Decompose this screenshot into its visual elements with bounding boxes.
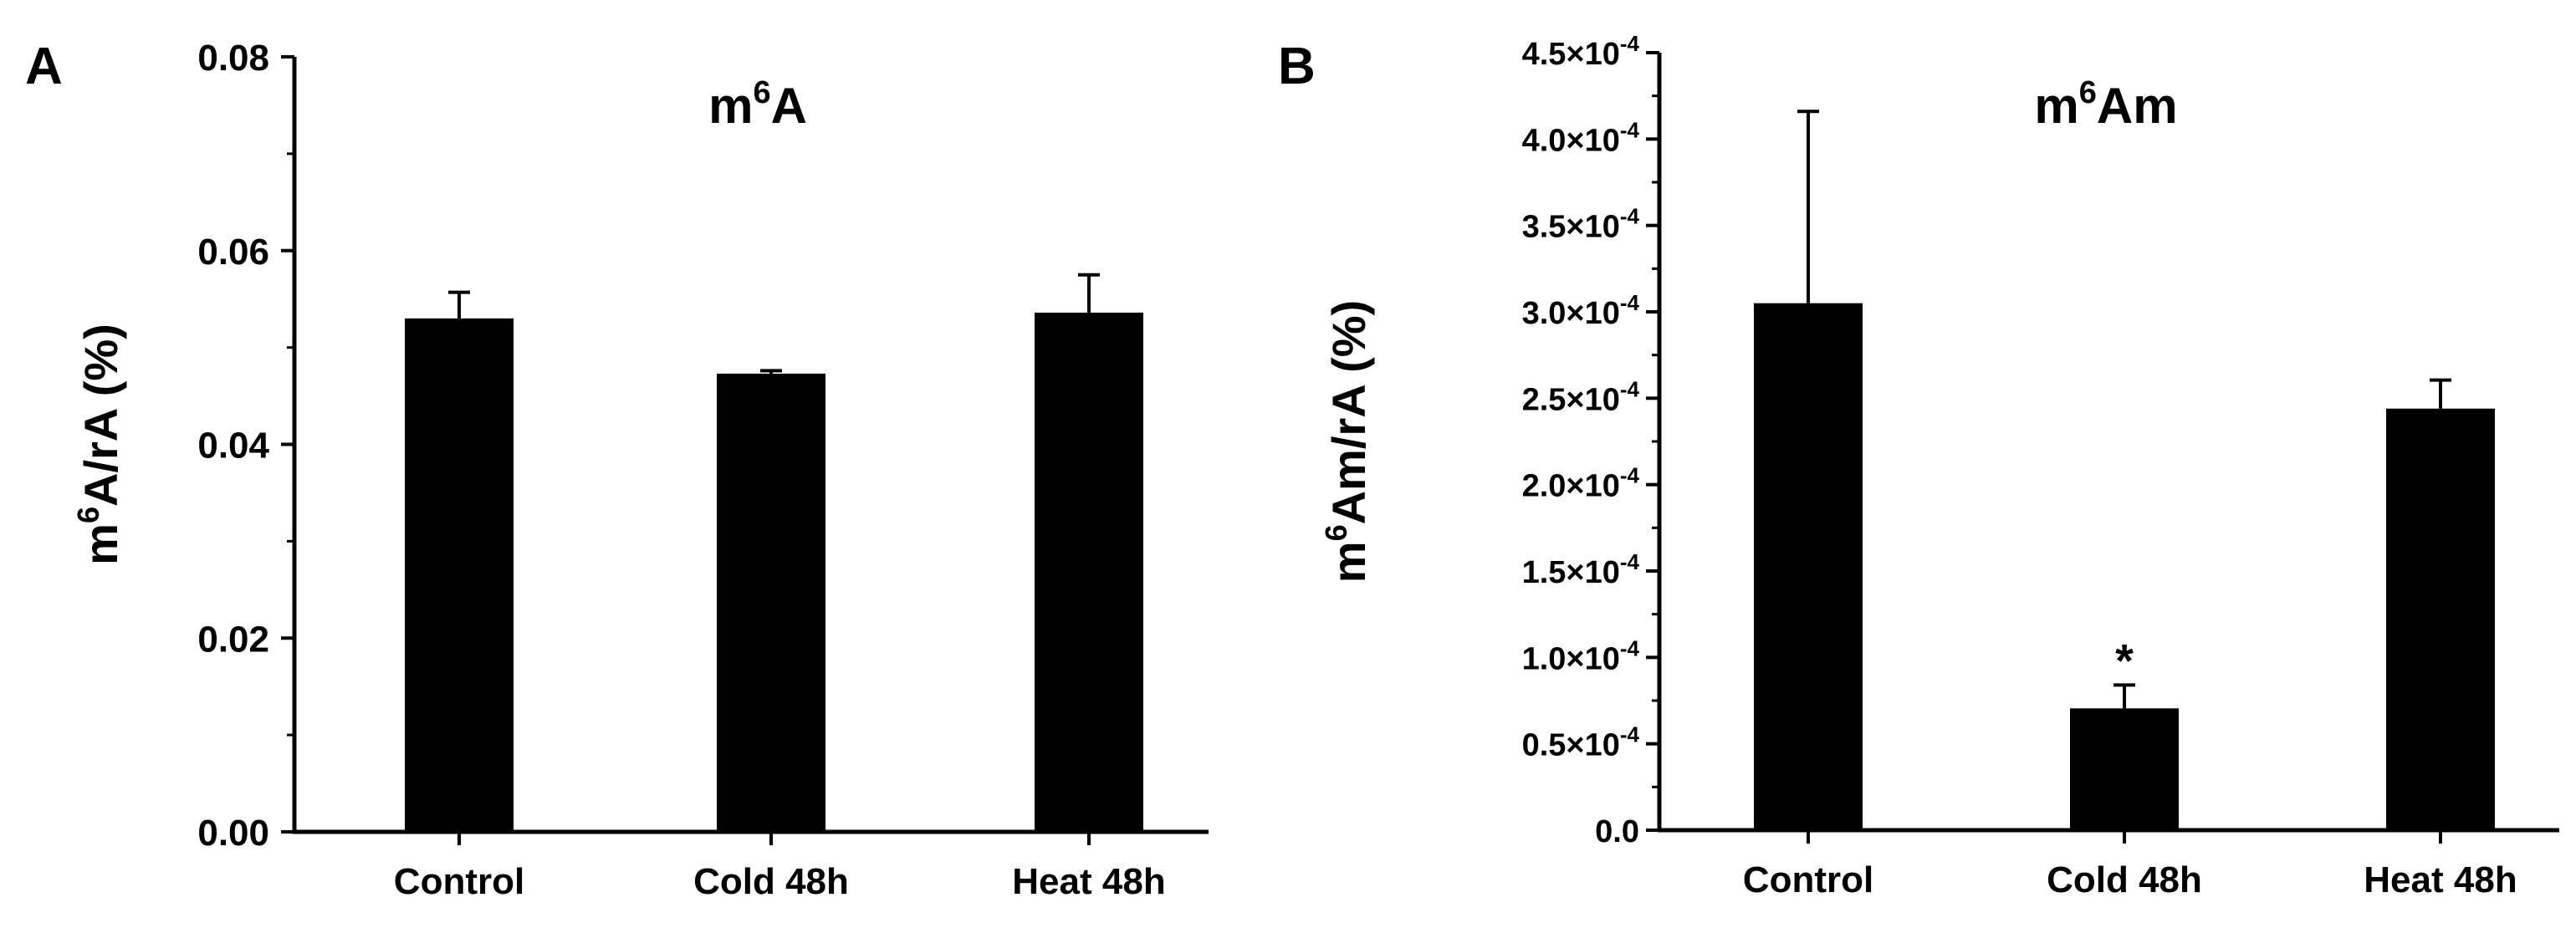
y-tick-label-mantissa: 3.5×10 <box>1522 210 1620 245</box>
chart-title-rest: Am <box>2097 78 2178 134</box>
y-tick-label-exponent: -4 <box>1620 376 1640 401</box>
y-axis-title-base: m <box>1322 541 1375 583</box>
y-tick-label: 0.0 <box>1595 814 1639 849</box>
y-tick-label-exponent: -4 <box>1620 204 1640 229</box>
y-tick-label-mantissa: 2.0×10 <box>1522 469 1620 504</box>
x-tick-label: Cold 48h <box>693 861 849 902</box>
y-tick-label: 4.5×10-4 <box>1522 31 1640 72</box>
bar-cold-48h <box>2070 708 2179 830</box>
chart-title-superscript: 6 <box>753 75 770 110</box>
y-tick-label-mantissa: 1.5×10 <box>1522 555 1620 590</box>
chart-title: m6A <box>708 75 807 134</box>
y-axis-title-superscript: 6 <box>71 507 105 523</box>
y-axis-title-base: m <box>74 523 127 565</box>
y-tick-label-exponent: -4 <box>1620 549 1640 574</box>
y-tick-label: 0.06 <box>197 232 269 273</box>
y-axis-title-rest: Am/rA (%) <box>1322 300 1375 525</box>
panel-letter: B <box>1278 38 1316 95</box>
y-tick-label: 4.0×10-4 <box>1522 117 1640 158</box>
x-tick-label: Cold 48h <box>2047 859 2202 900</box>
y-axis-title: m6Am/rA (%) <box>1319 300 1375 583</box>
y-tick-label: 1.0×10-4 <box>1522 635 1640 676</box>
chart-title: m6Am <box>2034 75 2177 134</box>
y-tick-label-mantissa: 2.5×10 <box>1522 382 1620 417</box>
y-tick-label: 2.5×10-4 <box>1522 376 1640 417</box>
y-axis-title-superscript: 6 <box>1319 524 1353 541</box>
bar-control <box>1754 303 1863 831</box>
y-tick-label-mantissa: 4.0×10 <box>1522 123 1620 158</box>
y-tick-label-exponent: -4 <box>1620 290 1640 315</box>
y-axis-title-rest: A/rA (%) <box>74 324 127 507</box>
y-tick-label-mantissa: 3.0×10 <box>1522 296 1620 331</box>
y-tick-label: 1.5×10-4 <box>1522 549 1640 590</box>
y-tick-label: 0.00 <box>197 813 269 854</box>
y-tick-label-value: 0.0 <box>1595 814 1639 849</box>
y-tick-label-exponent: -4 <box>1620 635 1640 660</box>
panel-letter: A <box>25 38 63 95</box>
y-tick-label: 0.02 <box>197 619 269 660</box>
y-tick-label-mantissa: 0.5×10 <box>1522 728 1620 763</box>
x-tick-label: Control <box>394 861 524 902</box>
y-tick-label: 0.08 <box>197 38 269 79</box>
y-tick-label-mantissa: 1.0×10 <box>1522 641 1620 676</box>
y-tick-label: 2.0×10-4 <box>1522 463 1640 504</box>
bar-cold-48h <box>717 373 825 832</box>
chart-title-base: m <box>2034 78 2078 134</box>
y-tick-label: 3.0×10-4 <box>1522 290 1640 331</box>
bar-control <box>405 318 514 832</box>
bar-heat-48h <box>2386 408 2495 830</box>
y-axis-title: m6A/rA (%) <box>71 324 127 565</box>
y-tick-label-exponent: -4 <box>1620 117 1640 142</box>
x-tick-label: Heat 48h <box>2364 859 2517 900</box>
y-tick-label: 0.5×10-4 <box>1522 722 1640 763</box>
significance-marker: * <box>2115 634 2134 686</box>
y-tick-label-mantissa: 4.5×10 <box>1522 37 1620 72</box>
y-tick-label-exponent: -4 <box>1620 31 1640 56</box>
bar-heat-48h <box>1035 312 1143 832</box>
chart-title-rest: A <box>771 78 807 134</box>
x-tick-label: Control <box>1743 859 1873 900</box>
y-tick-label: 0.04 <box>197 426 269 467</box>
y-tick-label: 3.5×10-4 <box>1522 204 1640 245</box>
chart-title-superscript: 6 <box>2079 75 2097 110</box>
y-tick-label-exponent: -4 <box>1620 722 1640 747</box>
chart-title-base: m <box>708 78 753 134</box>
x-tick-label: Heat 48h <box>1012 861 1165 902</box>
y-tick-label-exponent: -4 <box>1620 463 1640 488</box>
